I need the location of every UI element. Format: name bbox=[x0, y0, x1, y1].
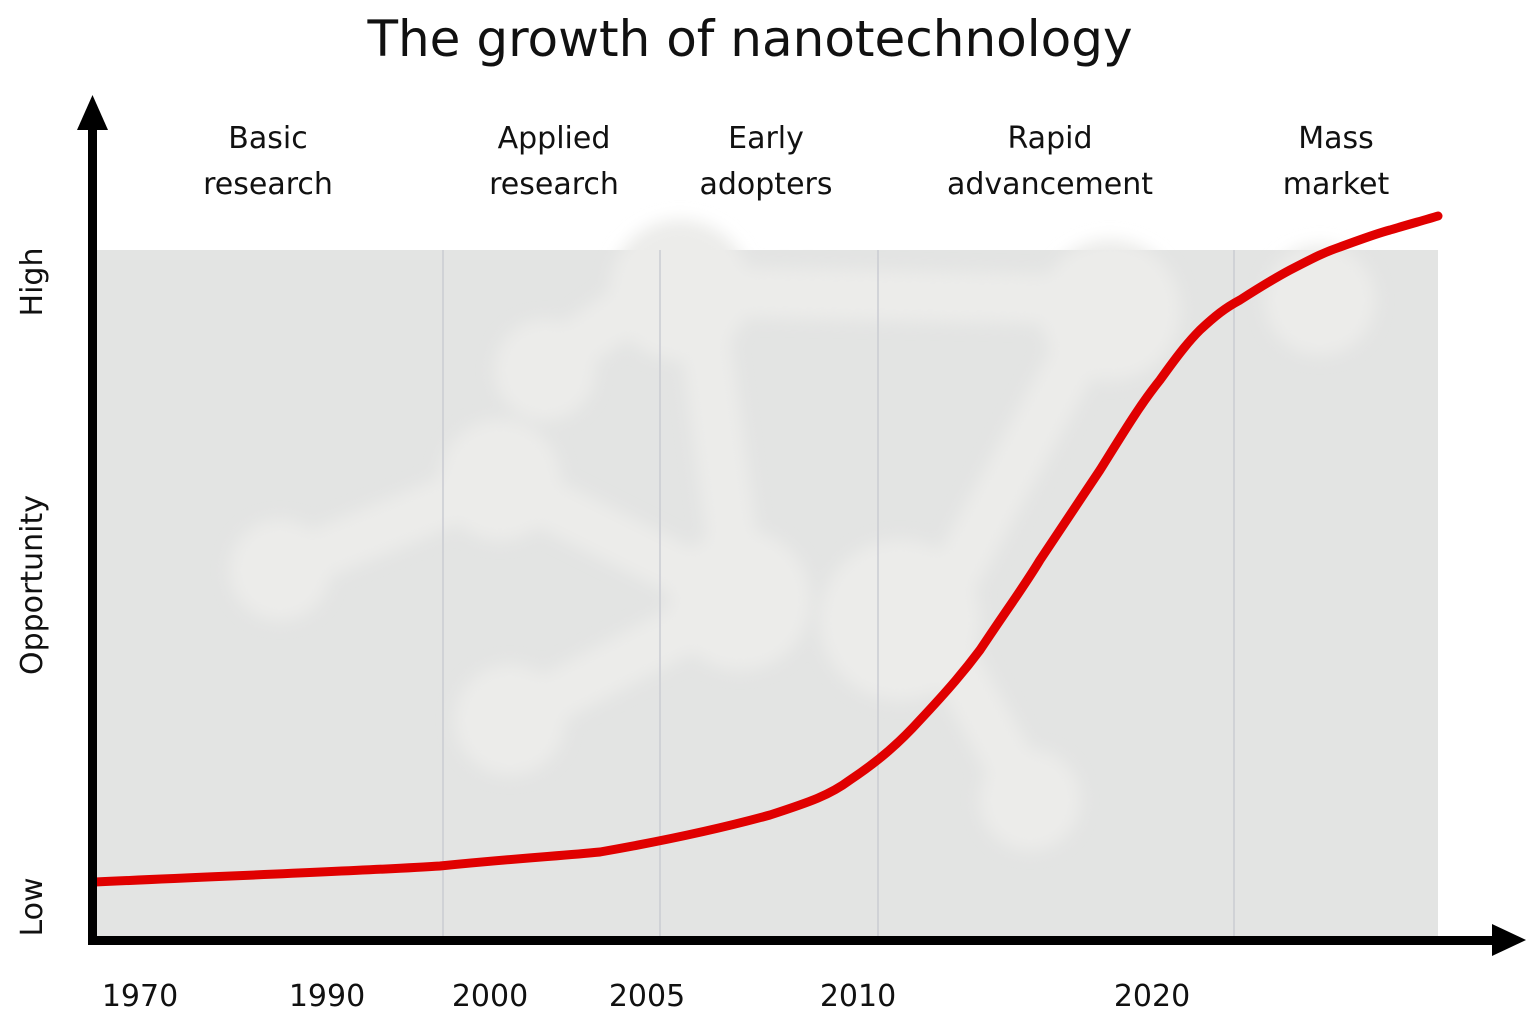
x-label: 2000 bbox=[452, 979, 528, 1013]
phase-labels: Basic research Applied research Early adopter… bbox=[203, 121, 1389, 202]
y-low-label: Low bbox=[15, 877, 50, 936]
x-label: 2010 bbox=[820, 979, 896, 1013]
molecule-backdrop bbox=[229, 219, 1376, 851]
phase-label: adopters bbox=[699, 167, 832, 202]
phase-label: Basic bbox=[228, 121, 307, 156]
y-axis-label: Opportunity bbox=[15, 495, 50, 675]
phase-label: Mass bbox=[1298, 121, 1374, 156]
phase-label: Applied bbox=[498, 121, 611, 156]
phase-label: research bbox=[489, 167, 619, 202]
phase-label: advancement bbox=[947, 167, 1153, 202]
x-labels: 1970 1990 2000 2005 2010 2020 bbox=[102, 979, 1190, 1013]
growth-curve bbox=[90, 211, 1443, 887]
x-label: 1970 bbox=[102, 979, 178, 1013]
phase-dividers bbox=[442, 250, 1235, 940]
y-high-label: High bbox=[15, 248, 50, 317]
phase-label: Rapid bbox=[1008, 121, 1093, 156]
x-label: 2005 bbox=[609, 979, 685, 1013]
axes bbox=[77, 95, 1526, 956]
phase-label: market bbox=[1283, 167, 1390, 202]
x-label: 1990 bbox=[289, 979, 365, 1013]
phase-label: Early bbox=[728, 121, 804, 156]
title: The growth of nanotechnology bbox=[366, 10, 1132, 68]
x-label: 2020 bbox=[1114, 979, 1190, 1013]
phase-label: research bbox=[203, 167, 333, 202]
